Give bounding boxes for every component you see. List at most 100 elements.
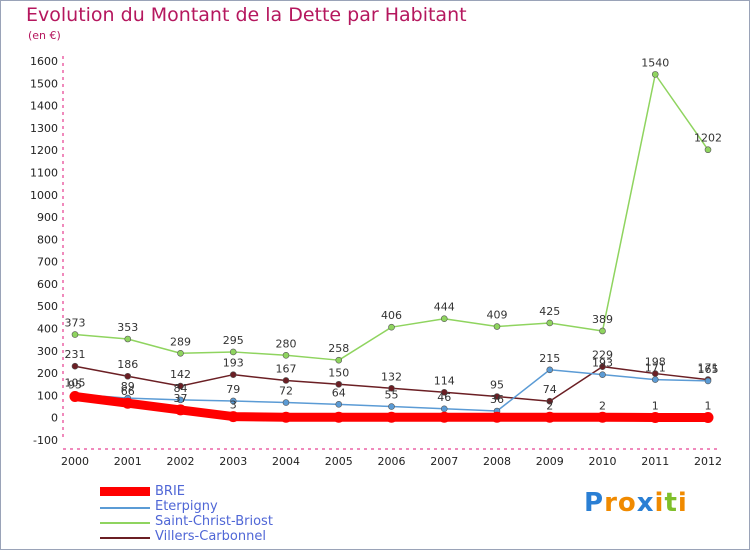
data-point-brie <box>227 411 239 423</box>
y-tick-label: 1100 <box>30 166 58 179</box>
brand-letter: i <box>654 488 665 518</box>
data-label-brie: 3 <box>230 399 237 412</box>
data-point-villers-carbonnel <box>282 377 290 384</box>
data-point-brie <box>333 411 345 423</box>
data-point-villers-carbonnel <box>440 388 448 396</box>
data-label-brie: 2 <box>599 399 606 412</box>
data-label-eterpigny: 171 <box>645 362 666 375</box>
x-tick-label: 2007 <box>430 455 458 468</box>
data-point-saint-christ-briost <box>546 319 554 327</box>
data-label-villers-carbonnel: 229 <box>592 349 613 362</box>
axes: -100 0 100 200 300 400 500 600 700 800 900 1000 1100… <box>30 55 722 468</box>
y-tick-label: 600 <box>37 278 58 291</box>
y-tick-label: 300 <box>37 345 58 358</box>
data-point-villers-carbonnel <box>335 380 343 388</box>
data-point-brie <box>280 411 292 423</box>
data-label-villers-carbonnel: 74 <box>543 383 557 396</box>
data-point-eterpigny <box>704 377 712 385</box>
data-label-eterpigny: 55 <box>385 389 399 402</box>
data-point-eterpigny <box>229 397 237 405</box>
data-label-saint-christ-briost: 373 <box>65 317 86 330</box>
brand-letter: o <box>617 488 637 518</box>
data-label-brie: 2 <box>546 399 553 412</box>
data-point-villers-carbonnel <box>493 393 501 400</box>
y-tick-label: 1600 <box>30 55 58 68</box>
brand-letter: P <box>584 488 605 518</box>
data-label-saint-christ-briost: 280 <box>276 337 297 350</box>
data-point-brie <box>122 397 134 409</box>
data-label-villers-carbonnel: 132 <box>381 370 402 383</box>
data-label-saint-christ-briost: 1540 <box>641 56 669 69</box>
data-point-saint-christ-briost <box>335 356 343 364</box>
x-tick-label: 2006 <box>378 455 406 468</box>
legend-swatch-eterpigny <box>100 507 150 509</box>
data-label-villers-carbonnel: 231 <box>65 348 86 361</box>
data-label-eterpigny: 215 <box>539 352 560 365</box>
data-label-brie: 95 <box>68 379 82 392</box>
brand-letter: x <box>636 488 655 518</box>
data-label-villers-carbonnel: 193 <box>223 357 244 370</box>
x-tick-label: 2011 <box>641 455 669 468</box>
x-tick-label: 2002 <box>167 455 195 468</box>
data-label-brie: 66 <box>121 385 135 398</box>
data-point-brie <box>175 404 186 416</box>
x-tick-label: 2000 <box>61 455 89 468</box>
data-point-brie <box>69 391 81 403</box>
y-tick-label: 100 <box>37 389 58 402</box>
y-tick-label: 800 <box>37 233 58 246</box>
legend-swatch-brie <box>100 487 150 496</box>
data-point-brie <box>597 411 608 423</box>
series-lines <box>69 71 714 423</box>
data-label-brie: 37 <box>174 392 188 405</box>
data-point-villers-carbonnel <box>177 382 184 390</box>
data-label-eterpigny: 193 <box>592 357 613 370</box>
data-label-saint-christ-briost: 444 <box>434 301 455 314</box>
data-point-eterpigny <box>599 371 606 378</box>
data-point-saint-christ-briost <box>651 71 659 78</box>
x-tick-label: 2004 <box>272 455 300 468</box>
data-label-eterpigny: 46 <box>437 391 451 404</box>
data-label-saint-christ-briost: 258 <box>328 342 349 355</box>
legend-label-brie: BRIE <box>155 484 185 499</box>
y-tick-label: 1200 <box>30 144 58 157</box>
y-tick-label: 1000 <box>30 189 58 202</box>
data-point-saint-christ-briost <box>177 349 184 357</box>
data-point-eterpigny <box>440 405 448 413</box>
chart-title: Evolution du Montant de la Dette par Hab… <box>26 4 467 26</box>
data-label-villers-carbonnel: 171 <box>698 362 719 375</box>
data-label-eterpigny: 105 <box>65 376 86 389</box>
x-tick-label: 2012 <box>694 455 722 468</box>
data-label-saint-christ-briost: 406 <box>381 309 402 322</box>
data-point-villers-carbonnel <box>546 397 554 405</box>
data-label-brie: 1 <box>705 399 712 412</box>
data-point-brie <box>544 411 556 423</box>
data-label-saint-christ-briost: 353 <box>117 321 138 334</box>
data-label-villers-carbonnel: 150 <box>328 366 349 379</box>
brand-logo: Proxiti <box>584 488 688 518</box>
data-label-eterpigny: 36 <box>490 393 504 406</box>
data-point-saint-christ-briost <box>704 146 712 154</box>
data-point-saint-christ-briost <box>599 327 606 335</box>
data-point-saint-christ-briost <box>124 335 132 343</box>
legend-swatch-villers-carbonnel <box>100 537 150 539</box>
y-tick-label: 500 <box>37 300 58 313</box>
data-point-villers-carbonnel <box>124 372 132 380</box>
data-point-brie <box>386 411 397 423</box>
data-label-villers-carbonnel: 167 <box>276 362 297 375</box>
data-point-saint-christ-briost <box>440 315 448 323</box>
brand-letter: i <box>677 488 688 518</box>
data-point-saint-christ-briost <box>493 323 501 330</box>
x-tick-label: 2003 <box>219 455 247 468</box>
data-point-eterpigny <box>546 366 554 374</box>
data-point-saint-christ-briost <box>388 323 395 331</box>
data-label-villers-carbonnel: 95 <box>490 379 504 392</box>
x-tick-label: 2010 <box>589 455 617 468</box>
data-label-eterpigny: 89 <box>121 380 135 393</box>
data-label-eterpigny: 72 <box>279 385 293 398</box>
y-tick-label: 0 <box>51 412 58 425</box>
brand-letter: t <box>664 488 678 518</box>
data-point-brie <box>438 411 450 423</box>
legend-label-villers-carbonnel: Villers-Carbonnel <box>155 529 266 544</box>
